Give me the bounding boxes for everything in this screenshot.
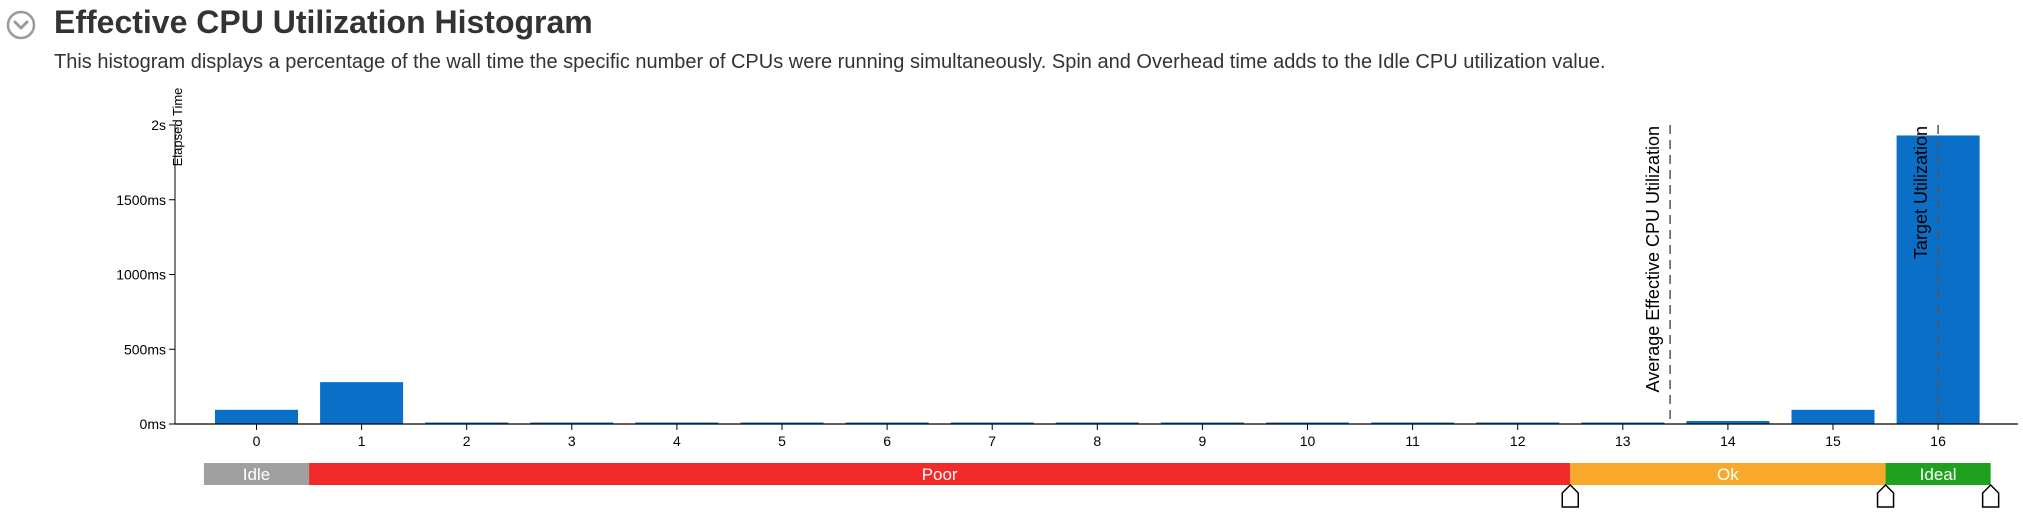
zone-label: Ideal [1920, 465, 1957, 484]
histogram-bar-13 [1581, 422, 1665, 424]
zone-ideal [1885, 463, 1991, 485]
histogram-bar-0 [215, 409, 298, 424]
zone-idle [203, 463, 310, 485]
y-tick-label: 2s [151, 117, 166, 133]
x-tick-label: 16 [1930, 433, 1946, 449]
histogram-bar-15 [1791, 409, 1875, 424]
x-tick-label: 8 [1093, 433, 1101, 449]
y-tick-label: 1000ms [116, 267, 166, 283]
y-tick-label: 0ms [140, 416, 166, 432]
x-tick-label: 11 [1405, 433, 1420, 449]
x-tick-label: 12 [1510, 433, 1526, 449]
x-axis: 0 1 2 3 4 5 6 7 8 9 10 11 12 13 14 15 16 [175, 423, 2018, 449]
marker-label: Target Utilization [1911, 126, 1931, 259]
zone-label: Idle [243, 465, 270, 484]
x-tick-label: 10 [1300, 433, 1316, 449]
x-tick-label: 1 [358, 433, 366, 449]
y-axis: 0ms 500ms 1000ms 1500ms 2s [116, 117, 176, 432]
utilization-markers: Average Effective CPU Utilization Target … [1643, 125, 1939, 424]
histogram-header: Effective CPU Utilization Histogram This… [0, 0, 2023, 80]
chart-description: This histogram displays a percentage of … [54, 51, 1606, 73]
histogram-bar-4 [635, 422, 719, 424]
x-tick-label: 7 [988, 433, 996, 449]
histogram-bar-11 [1371, 422, 1455, 424]
zone-label: Ok [1717, 465, 1739, 484]
x-tick-label: 14 [1720, 433, 1736, 449]
x-tick-label: 4 [673, 433, 681, 449]
histogram-bar-9 [1160, 422, 1244, 424]
histogram-bar-5 [740, 422, 824, 424]
threshold-handle-icon[interactable] [1981, 483, 2000, 508]
x-tick-label: 5 [778, 433, 786, 449]
marker-label: Average Effective CPU Utilization [1643, 126, 1663, 392]
histogram-bar-12 [1476, 422, 1560, 424]
x-tick-label: 13 [1615, 433, 1631, 449]
histogram-bar-3 [530, 422, 614, 424]
x-tick-label: 6 [883, 433, 891, 449]
histogram-bar-10 [1266, 422, 1349, 424]
y-axis-label: Elapsed Time [170, 88, 185, 167]
histogram-bar-1 [320, 382, 404, 424]
page-title: Effective CPU Utilization Histogram [54, 4, 593, 40]
utilization-zones: Idle Poor Ok Ideal [203, 463, 2000, 508]
x-tick-label: 0 [253, 433, 261, 449]
threshold-handle-icon[interactable] [1876, 483, 1895, 508]
histogram-bar-6 [845, 422, 929, 424]
y-tick-label: 1500ms [116, 192, 166, 208]
x-tick-label: 15 [1825, 433, 1841, 449]
histogram-bar-7 [950, 422, 1034, 424]
collapse-chevron-icon[interactable] [6, 10, 36, 40]
y-tick-label: 500ms [124, 341, 166, 357]
zone-label: Poor [922, 465, 958, 484]
histogram-bar-14 [1686, 421, 1770, 424]
threshold-handle-icon[interactable] [1561, 483, 1579, 508]
x-tick-label: 2 [463, 433, 471, 449]
zone-poor [309, 463, 1571, 485]
histogram-bar-2 [425, 422, 509, 424]
zone-ok [1570, 463, 1886, 485]
histogram-bars [215, 135, 1980, 424]
histogram-bar-8 [1055, 422, 1139, 424]
x-tick-label: 3 [568, 433, 576, 449]
x-tick-label: 9 [1199, 433, 1207, 449]
